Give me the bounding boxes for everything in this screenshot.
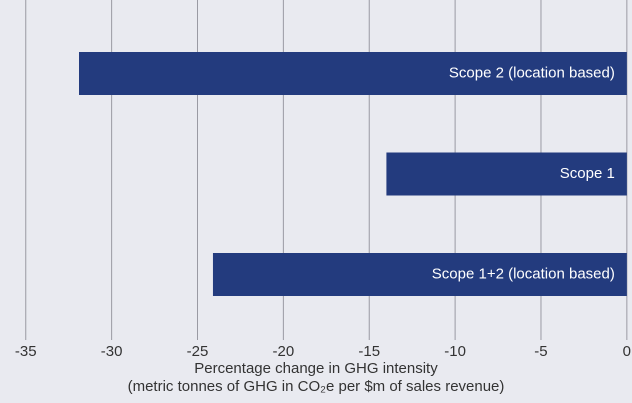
x-axis-label: Percentage change in GHG intensity [194, 360, 438, 377]
bar [386, 152, 627, 196]
x-axis-sublabel: (metric tonnes of GHG in CO₂e per $m of … [128, 378, 505, 395]
x-tick-label: -10 [444, 343, 466, 360]
x-tick-label: -15 [358, 343, 380, 360]
bar-label: Scope 1+2 (location based) [432, 265, 615, 282]
bar [79, 52, 627, 95]
bar [212, 253, 627, 296]
x-tick-label: -5 [534, 343, 547, 360]
x-tick-label: -20 [273, 343, 295, 360]
x-tick-label: -30 [101, 343, 123, 360]
bar-label: Scope 2 (location based) [449, 64, 615, 81]
x-tick-label: 0 [623, 343, 631, 360]
bar-label: Scope 1 [560, 165, 615, 182]
x-tick-label: -25 [187, 343, 209, 360]
x-tick-label: -35 [15, 343, 37, 360]
